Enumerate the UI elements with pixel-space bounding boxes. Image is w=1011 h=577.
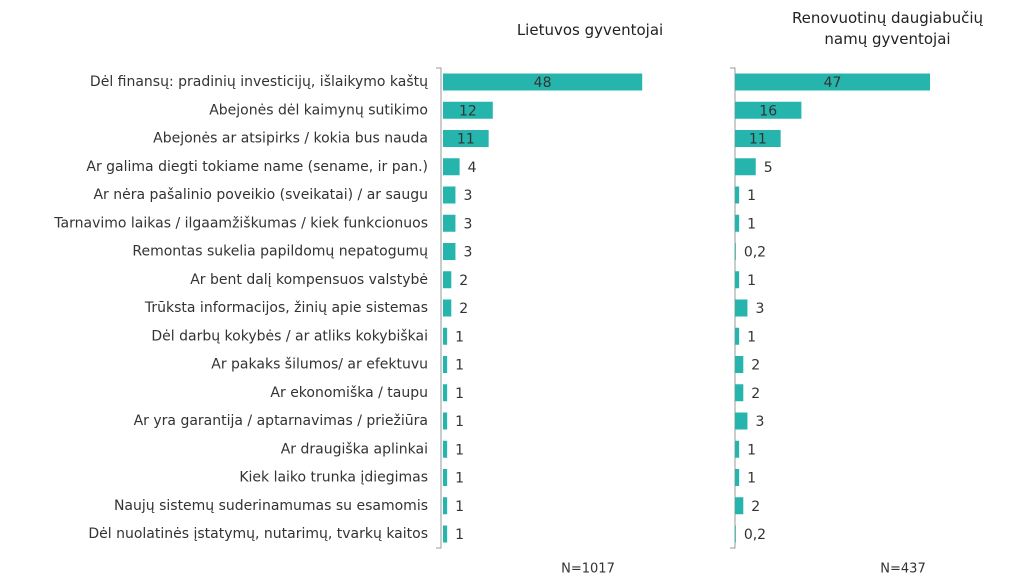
bar	[443, 497, 448, 515]
sample-size: N=437	[880, 562, 925, 577]
bar	[735, 186, 740, 204]
axis-right	[730, 67, 736, 549]
bar	[443, 73, 643, 91]
bar	[443, 384, 448, 402]
category-label: Ar bent dalį kompensuos valstybė	[190, 272, 428, 288]
data-label: 3	[463, 188, 472, 204]
data-label: 2	[751, 499, 760, 515]
data-label: 11	[457, 132, 475, 148]
bar	[443, 186, 456, 204]
category-label: Dėl nuolatinės įstatymų, nutarimų, tvark…	[88, 526, 428, 542]
data-label: 2	[751, 358, 760, 374]
bar	[735, 525, 736, 543]
category-label: Abejonės dėl kaimynų sutikimo	[209, 102, 428, 118]
bar	[735, 356, 744, 373]
bar	[443, 469, 448, 486]
data-label: 1	[747, 273, 756, 289]
bar	[443, 525, 448, 543]
data-label: 16	[759, 103, 777, 119]
data-label: 2	[751, 386, 760, 402]
bar	[735, 214, 740, 232]
data-label: 3	[755, 414, 764, 430]
data-label: 1	[747, 471, 756, 487]
bar	[735, 299, 748, 317]
series-title: Lietuvos gyventojai	[516, 21, 664, 39]
bar	[443, 101, 493, 119]
data-label: 3	[463, 245, 472, 261]
data-label: 5	[764, 160, 773, 176]
category-label: Dėl finansų: pradinių investicijų, išlai…	[90, 74, 428, 90]
bar	[443, 356, 448, 373]
bar	[735, 243, 736, 260]
category-label: Naujų sistemų suderinamumas su esamomis	[114, 498, 428, 514]
category-label: Kiek laiko trunka įdiegimas	[239, 470, 428, 486]
series-title: Renovuotinų daugiabučių namų gyventojai	[791, 9, 984, 48]
category-label: Ar pakaks šilumos/ ar efektuvu	[211, 357, 428, 373]
data-label: 1	[455, 442, 464, 458]
data-label: 1	[455, 386, 464, 402]
bar	[443, 130, 489, 147]
category-label: Ar ekonomiška / taupu	[270, 385, 428, 401]
data-label: 1	[455, 471, 464, 487]
category-label: Ar galima diegti tokiame name (sename, i…	[86, 159, 428, 175]
axis-left	[436, 67, 442, 549]
data-label: 1	[455, 414, 464, 430]
bar	[735, 384, 744, 402]
category-label: Ar nėra pašalinio poveikio (sveikatai) /…	[93, 187, 428, 203]
bar	[443, 327, 448, 345]
data-label: 1	[747, 188, 756, 204]
data-label: 1	[455, 499, 464, 515]
data-label: 47	[824, 75, 842, 91]
bar	[735, 412, 748, 430]
data-label: 1	[455, 358, 464, 374]
data-label: 1	[747, 442, 756, 458]
bar	[735, 73, 931, 91]
bar	[735, 327, 740, 345]
data-label: 0,2	[744, 527, 766, 543]
bar	[443, 271, 452, 289]
bar	[443, 158, 460, 176]
data-label: 48	[534, 75, 552, 91]
bar	[735, 271, 740, 289]
bar	[443, 214, 456, 232]
data-label: 0,2	[744, 245, 766, 261]
sample-size: N=1017	[561, 562, 615, 577]
bar	[735, 469, 740, 486]
data-label: 1	[455, 527, 464, 543]
category-label: Abejonės ar atsipirks / kokia bus nauda	[153, 131, 428, 147]
bar	[443, 299, 452, 317]
bar	[735, 101, 802, 119]
bar	[443, 243, 456, 260]
bar	[735, 158, 756, 176]
data-label: 1	[455, 329, 464, 345]
data-label: 2	[459, 301, 468, 317]
bar	[735, 130, 781, 147]
bar	[735, 497, 744, 515]
category-label: Dėl darbų kokybės / ar atliks kokybiškai	[151, 328, 428, 344]
data-label: 1	[747, 216, 756, 232]
data-label: 4	[468, 160, 477, 176]
category-label: Ar yra garantija / aptarnavimas / prieži…	[134, 413, 428, 429]
bar	[443, 440, 448, 458]
data-label: 3	[463, 216, 472, 232]
bar	[735, 440, 740, 458]
data-label: 11	[749, 132, 767, 148]
category-label: Ar draugiška aplinkai	[281, 441, 428, 457]
data-label: 2	[459, 273, 468, 289]
bar	[443, 412, 448, 430]
category-label: Tarnavimo laikas / ilgaamžiškumas / kiek…	[53, 215, 428, 231]
data-label: 12	[459, 103, 477, 119]
category-label: Remontas sukelia papildomų nepatogumų	[132, 244, 428, 260]
data-label: 3	[755, 301, 764, 317]
data-label: 1	[747, 329, 756, 345]
category-label: Trūksta informacijos, žinių apie sistema…	[144, 300, 428, 316]
